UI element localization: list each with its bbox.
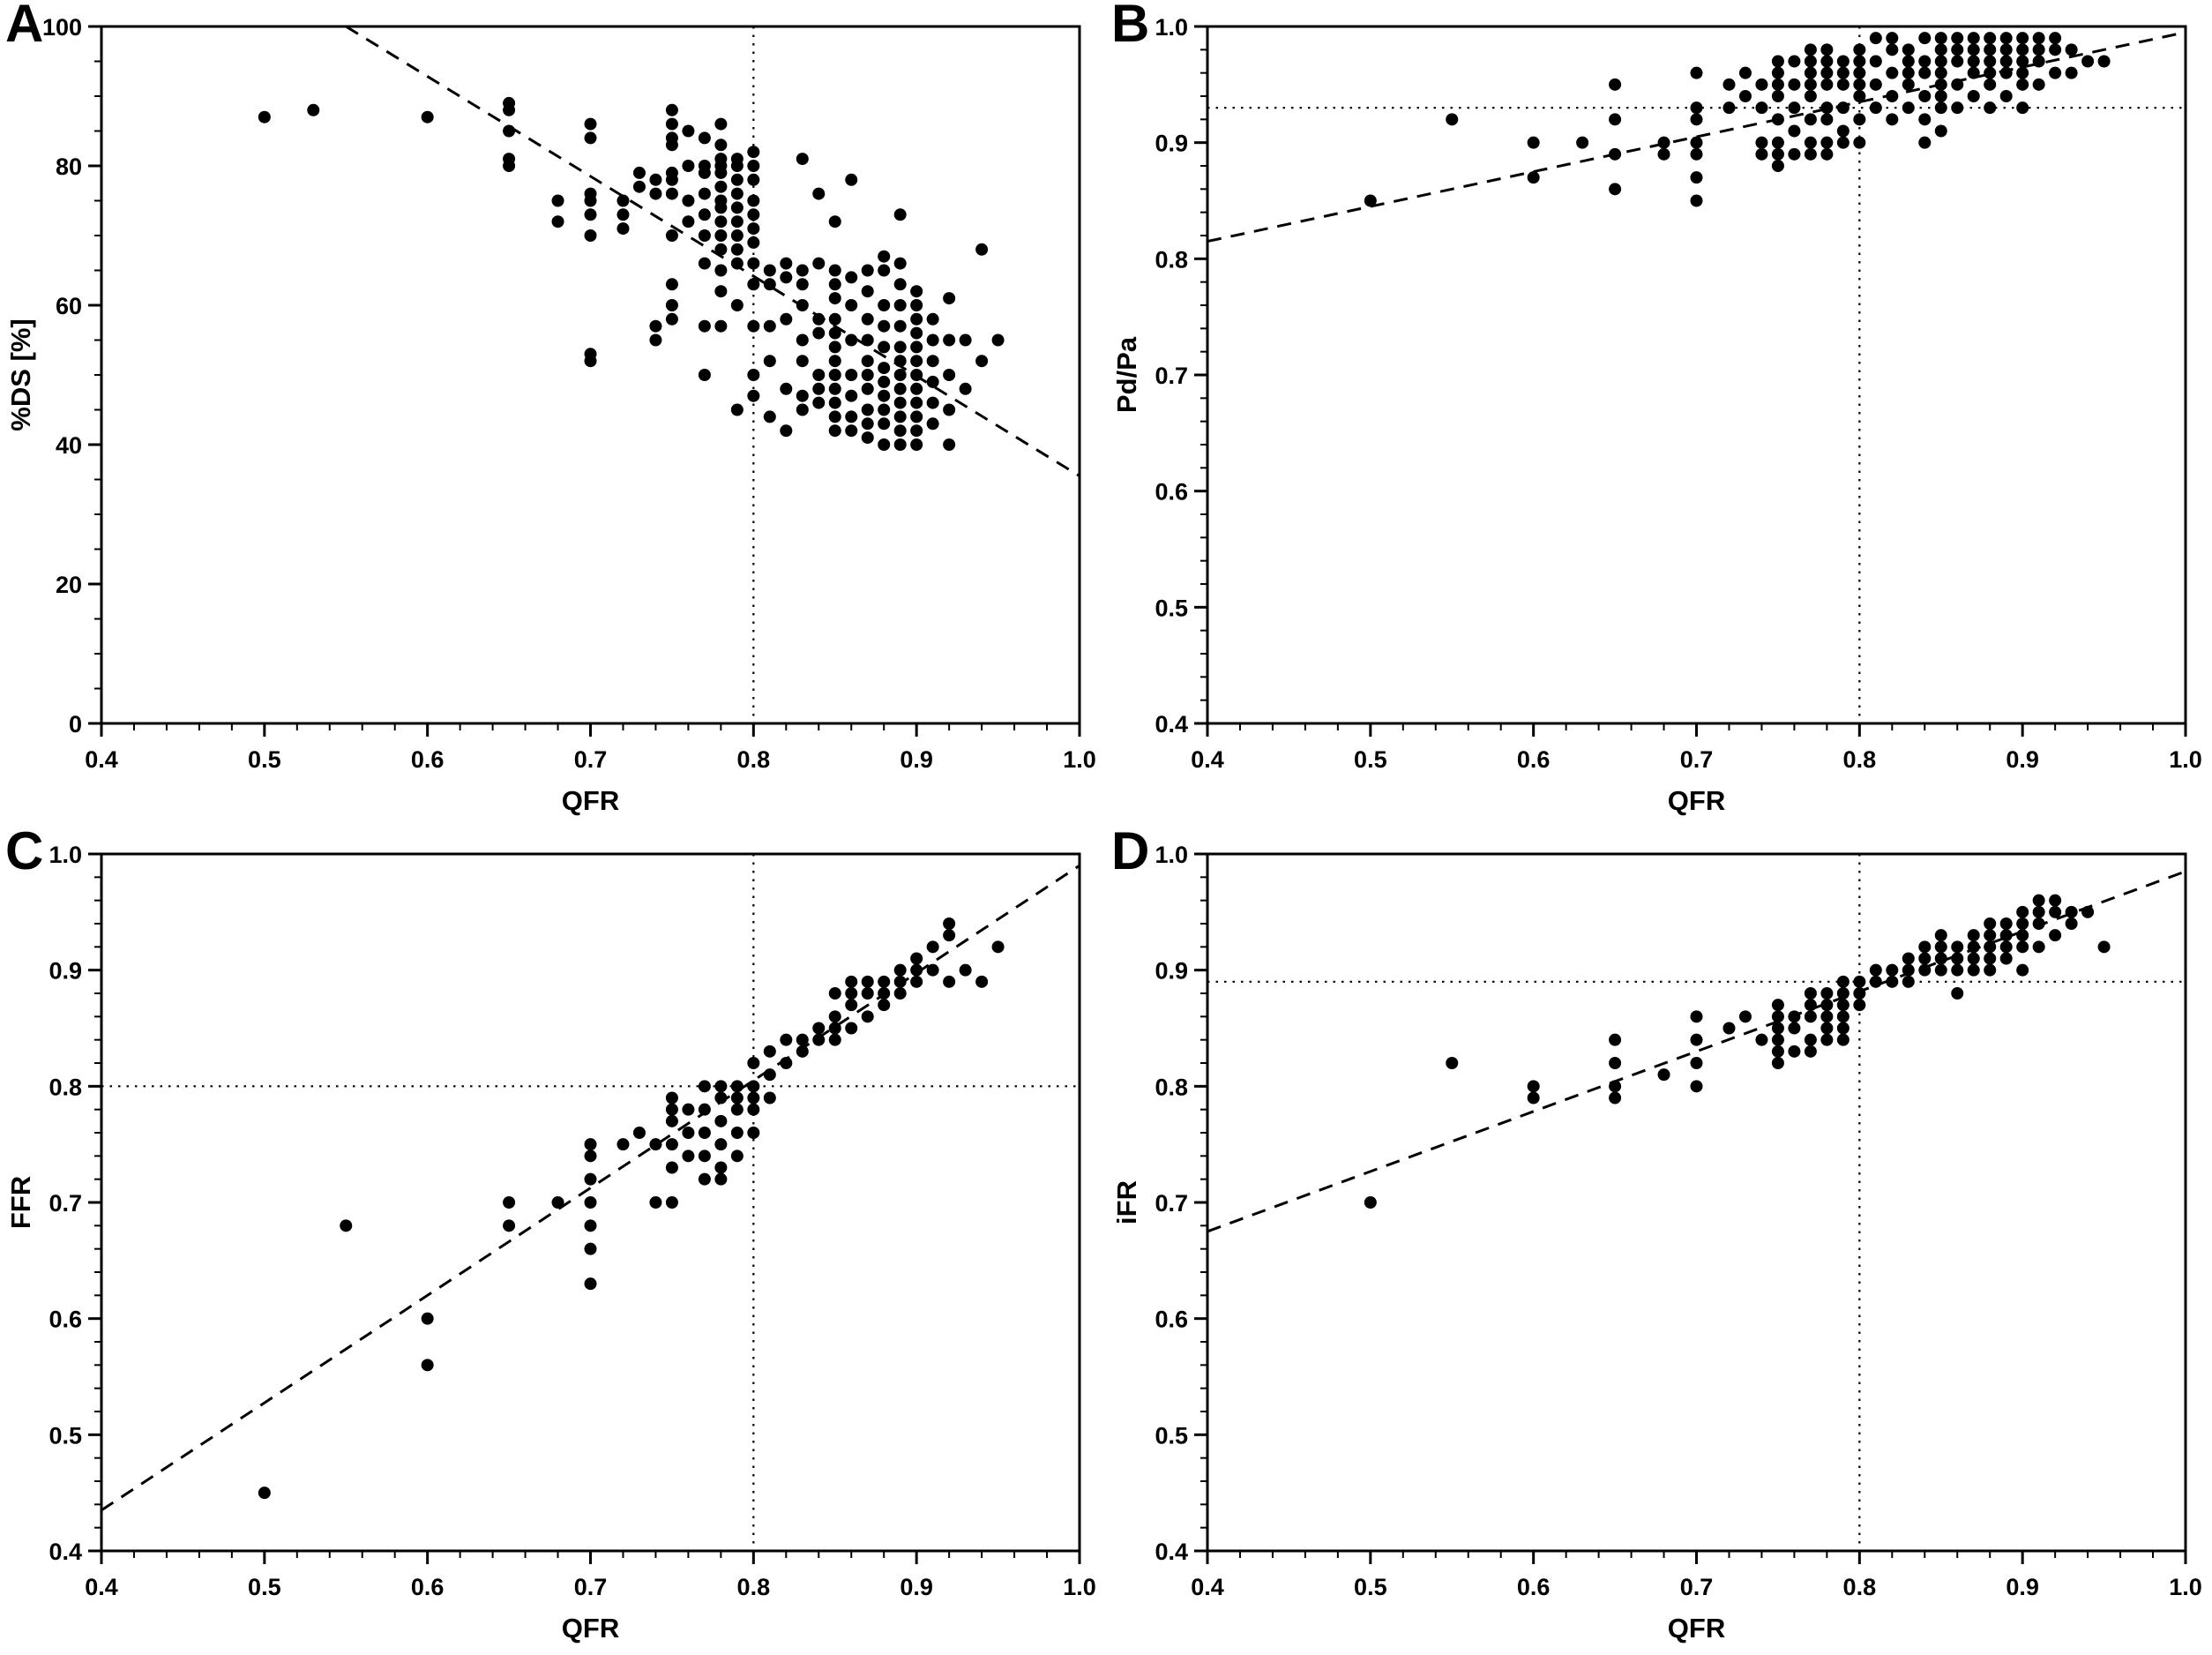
svg-text:0.4: 0.4 [1191,1574,1224,1600]
svg-text:0.6: 0.6 [1517,746,1551,773]
svg-text:0.6: 0.6 [1155,1307,1188,1333]
svg-text:0.5: 0.5 [1155,1422,1188,1449]
svg-text:0.9: 0.9 [49,958,82,985]
svg-text:0.8: 0.8 [1155,246,1188,273]
panel-b-label: B [1111,0,1150,53]
panel-a-label: A [5,0,44,53]
svg-text:QFR: QFR [562,785,619,816]
svg-text:0.4: 0.4 [1155,711,1188,738]
scatter-plot-pdpa-vs-qfr: 0.4 0.5 0.6 0.7 0.8 0.9 1.0 0.4 0.5 0.6 0.7 0.8 0.9 1… [1111,14,2202,816]
panel-d: D 0.4 0.5 0.6 0.7 0.8 0.9 1.0 0.4 0.5 0.6 0.7 0.8 0.… [1106,821,2212,1655]
svg-text:0.9: 0.9 [1155,131,1188,157]
svg-text:0.5: 0.5 [1354,746,1387,773]
svg-text:0.7: 0.7 [574,1574,608,1600]
svg-text:0.6: 0.6 [411,746,445,773]
svg-text:0.9: 0.9 [900,1574,933,1600]
panel-d-label: D [1111,821,1150,880]
svg-text:0: 0 [69,711,82,738]
svg-text:0.4: 0.4 [1155,1539,1188,1565]
svg-text:0.7: 0.7 [1680,1574,1714,1600]
svg-text:0.5: 0.5 [1155,595,1188,621]
panel-a: A 0.4 0.5 0.6 0.7 0.8 0.9 1.0 0 20 40 60 80 100 QFR %D… [0,0,1106,828]
svg-text:0.6: 0.6 [1517,1574,1551,1600]
svg-text:0.9: 0.9 [900,746,933,773]
svg-text:iFR: iFR [1111,1180,1142,1224]
svg-text:40: 40 [56,432,82,459]
svg-text:0.8: 0.8 [737,746,771,773]
svg-text:0.4: 0.4 [85,1574,118,1600]
svg-text:0.7: 0.7 [1680,746,1714,773]
svg-text:0.8: 0.8 [737,1574,771,1600]
svg-text:60: 60 [56,293,82,319]
svg-text:0.4: 0.4 [85,746,118,773]
svg-text:0.4: 0.4 [1191,746,1224,773]
svg-text:FFR: FFR [5,1176,36,1229]
svg-text:0.5: 0.5 [1354,1574,1387,1600]
scatter-plot-ifr-vs-qfr: 0.4 0.5 0.6 0.7 0.8 0.9 1.0 0.4 0.5 0.6 0.7 0.8 0.9 1… [1111,842,2202,1644]
svg-text:0.6: 0.6 [49,1307,82,1333]
svg-text:0.6: 0.6 [1155,479,1188,505]
svg-text:0.8: 0.8 [1155,1074,1188,1100]
svg-text:20: 20 [56,572,82,598]
svg-text:0.8: 0.8 [1843,746,1877,773]
svg-text:0.7: 0.7 [574,746,608,773]
svg-text:QFR: QFR [1668,1613,1725,1644]
svg-text:Pd/Pa: Pd/Pa [1111,336,1142,413]
panel-b: B 0.4 0.5 0.6 0.7 0.8 0.9 1.0 0.4 0.5 0.6 0.7 0.8 0.… [1106,0,2212,828]
svg-text:100: 100 [42,14,82,41]
svg-text:0.7: 0.7 [1155,1190,1188,1217]
svg-text:1.0: 1.0 [1155,842,1188,868]
svg-text:0.7: 0.7 [49,1190,82,1217]
svg-text:0.7: 0.7 [1155,363,1188,389]
svg-text:0.5: 0.5 [248,746,281,773]
svg-text:1.0: 1.0 [1063,746,1096,773]
scatter-plot-ffr-vs-qfr: 0.4 0.5 0.6 0.7 0.8 0.9 1.0 0.4 0.5 0.6 0.7 0.8 0.9 1… [5,842,1096,1644]
svg-text:0.4: 0.4 [49,1539,82,1565]
svg-text:1.0: 1.0 [1155,14,1188,41]
svg-text:80: 80 [56,154,82,180]
panel-c-label: C [5,821,44,880]
svg-text:0.8: 0.8 [49,1074,82,1100]
svg-text:1.0: 1.0 [1063,1574,1096,1600]
svg-text:1.0: 1.0 [2169,746,2202,773]
svg-text:0.9: 0.9 [2006,1574,2039,1600]
svg-text:0.9: 0.9 [2006,746,2039,773]
svg-text:0.5: 0.5 [49,1422,82,1449]
svg-text:0.5: 0.5 [248,1574,281,1600]
panel-c: C 0.4 0.5 0.6 0.7 0.8 0.9 1.0 0.4 0.5 0.6 0.7 0.8 0.… [0,821,1106,1655]
svg-text:0.6: 0.6 [411,1574,445,1600]
scatter-plot-ds-vs-qfr: 0.4 0.5 0.6 0.7 0.8 0.9 1.0 0 20 40 60 80 100 QFR %DS … [5,14,1096,816]
svg-text:0.9: 0.9 [1155,958,1188,985]
svg-text:QFR: QFR [1668,785,1725,816]
svg-text:0.8: 0.8 [1843,1574,1877,1600]
svg-text:QFR: QFR [562,1613,619,1644]
svg-text:1.0: 1.0 [2169,1574,2202,1600]
svg-text:1.0: 1.0 [49,842,82,868]
svg-text:%DS [%]: %DS [%] [5,318,36,431]
